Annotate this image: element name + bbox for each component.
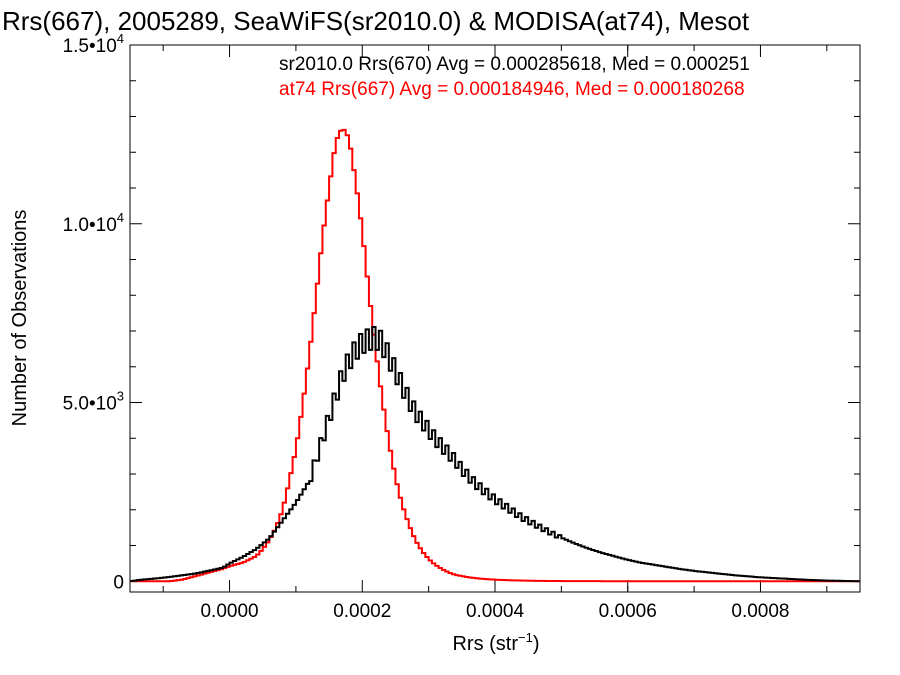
y-tick-label-exp: 4	[117, 31, 124, 46]
y-tick-label: 1.5•104	[63, 31, 124, 57]
y-axis-label: Number of Observations	[9, 210, 31, 427]
x-axis-label-end: )	[533, 633, 540, 655]
y-tick-label: 0	[113, 572, 124, 593]
y-tick-label-base: 1.0•10	[63, 215, 117, 236]
series-at74-step-line	[130, 128, 860, 583]
y-tick-label-base: 1.5•10	[63, 36, 117, 57]
x-tick-label: 0.0004	[466, 601, 525, 622]
x-tick-label: 0.0008	[731, 601, 789, 622]
x-axis-label-main: Rrs (str	[452, 633, 518, 655]
series-layer	[130, 128, 860, 583]
y-tick-label-exp: 4	[117, 210, 124, 225]
y-tick-label-exp: 3	[117, 389, 124, 404]
x-tick-label: 0.0002	[333, 601, 391, 622]
x-tick-label: 0.0000	[200, 601, 258, 622]
annotation-sr2010: sr2010.0 Rrs(670) Avg = 0.000285618, Med…	[279, 54, 750, 75]
y-tick-label-base: 5.0•10	[63, 394, 117, 415]
x-axis: 0.0000 0.0002 0.0004 0.0006 0.0008	[162, 45, 828, 622]
x-axis-label-sup: −1	[518, 630, 533, 645]
series-sr2010-step-line	[130, 326, 860, 583]
annotation-at74: at74 Rrs(667) Avg = 0.000184946, Med = 0…	[279, 79, 745, 100]
y-tick-label: 1.0•104	[63, 210, 124, 236]
y-tick-label-base: 0	[113, 572, 124, 593]
x-axis-label: Rrs (str−1)	[452, 630, 539, 655]
y-tick-label: 5.0•103	[63, 389, 124, 415]
chart-title: Rrs(667), 2005289, SeaWiFS(sr2010.0) & M…	[2, 6, 750, 36]
x-tick-label: 0.0006	[599, 601, 657, 622]
